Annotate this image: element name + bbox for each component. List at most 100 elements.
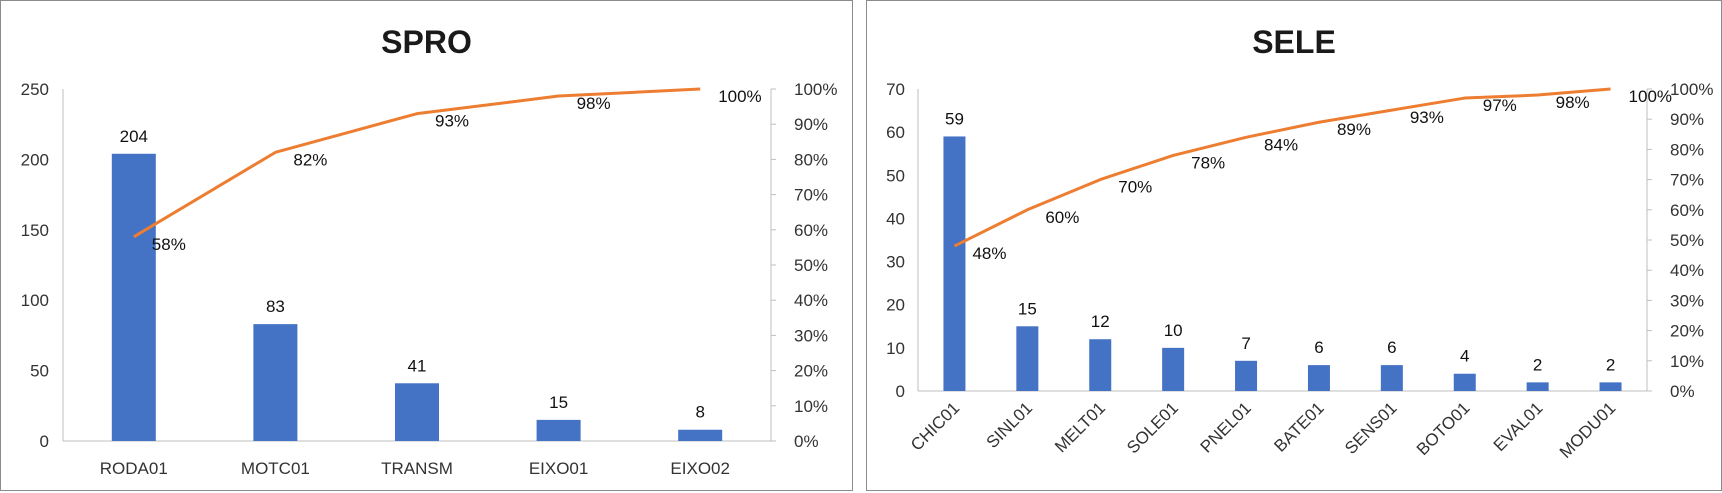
y-tick-label: 10 bbox=[886, 339, 905, 358]
bar-value-label: 59 bbox=[945, 109, 964, 128]
cumulative-percent-label: 82% bbox=[293, 150, 327, 169]
cumulative-percent-label: 98% bbox=[1556, 93, 1590, 112]
y2-tick-label: 100% bbox=[1670, 80, 1713, 99]
bar bbox=[1089, 339, 1112, 391]
y-tick-label: 0 bbox=[896, 382, 905, 401]
bar bbox=[1162, 347, 1185, 391]
bar bbox=[111, 153, 156, 441]
y2-tick-label: 70% bbox=[794, 186, 828, 205]
bar-value-label: 8 bbox=[695, 403, 704, 422]
y2-tick-label: 80% bbox=[794, 150, 828, 169]
cumulative-percent-label: 48% bbox=[972, 244, 1006, 263]
cumulative-percent-label: 89% bbox=[1337, 120, 1371, 139]
cumulative-percent-label: 78% bbox=[1191, 153, 1225, 172]
x-tick-label: SINL01 bbox=[983, 398, 1037, 452]
y2-tick-label: 70% bbox=[1670, 171, 1704, 190]
y-tick-label: 200 bbox=[21, 150, 49, 169]
y2-tick-label: 50% bbox=[1670, 231, 1704, 250]
cumulative-percent-label: 97% bbox=[1483, 96, 1517, 115]
y-tick-label: 0 bbox=[40, 432, 49, 451]
bar bbox=[1235, 360, 1258, 391]
y2-tick-label: 90% bbox=[1670, 110, 1704, 129]
bar-value-label: 12 bbox=[1091, 312, 1110, 331]
y2-tick-label: 30% bbox=[794, 326, 828, 345]
bar bbox=[678, 429, 723, 441]
bar-value-label: 6 bbox=[1387, 338, 1396, 357]
x-tick-label: BOTO01 bbox=[1413, 398, 1474, 459]
y2-tick-label: 10% bbox=[794, 397, 828, 416]
x-tick-label: SENS01 bbox=[1341, 398, 1401, 458]
cumulative-percent-label: 98% bbox=[577, 94, 611, 113]
y2-tick-label: 40% bbox=[1670, 261, 1704, 280]
y-tick-label: 100 bbox=[21, 291, 49, 310]
cumulative-percent-label: 100% bbox=[1629, 87, 1672, 106]
cumulative-percent-label: 93% bbox=[1410, 108, 1444, 127]
bar bbox=[1453, 373, 1476, 391]
bar bbox=[1526, 382, 1549, 391]
pareto-chart-spro: SPRO 0 50 100 150 200 250 0% 10% 20% 30% 40% 50% 60% 7… bbox=[21, 24, 838, 478]
bar-value-label: 7 bbox=[1241, 334, 1250, 353]
bar bbox=[1307, 365, 1330, 391]
x-tick-label: MOTC01 bbox=[241, 459, 310, 478]
x-tick-label: CHIC01 bbox=[907, 398, 963, 454]
bar-value-label: 41 bbox=[408, 356, 427, 375]
cumulative-percent-label: 100% bbox=[718, 87, 761, 106]
bar bbox=[1380, 365, 1403, 391]
y2-tick-label: 40% bbox=[794, 291, 828, 310]
cumulative-percent-label: 58% bbox=[152, 235, 186, 254]
chart-panel-spro: SPRO 0 50 100 150 200 250 0% 10% 20% 30% 40% 50% 60% 7… bbox=[0, 0, 853, 491]
bar-value-label: 15 bbox=[549, 393, 568, 412]
x-tick-label: EVAL01 bbox=[1490, 398, 1547, 455]
y2-tick-label: 100% bbox=[794, 80, 837, 99]
y-tick-label: 60 bbox=[886, 123, 905, 142]
y2-tick-label: 60% bbox=[794, 221, 828, 240]
y-tick-label: 250 bbox=[21, 80, 49, 99]
y-tick-label: 150 bbox=[21, 221, 49, 240]
bar bbox=[1016, 326, 1039, 391]
cumulative-percent-line bbox=[133, 87, 701, 239]
bar-value-label: 83 bbox=[266, 297, 285, 316]
y2-tick-label: 80% bbox=[1670, 140, 1704, 159]
bar-value-label: 6 bbox=[1314, 338, 1323, 357]
y-tick-label: 40 bbox=[886, 209, 905, 228]
x-tick-label: MELT01 bbox=[1051, 398, 1109, 456]
x-tick-label: PNEL01 bbox=[1197, 398, 1255, 456]
bar-value-label: 2 bbox=[1533, 355, 1542, 374]
y2-tick-label: 50% bbox=[794, 256, 828, 275]
bar-value-label: 204 bbox=[120, 127, 148, 146]
bar-value-label: 15 bbox=[1018, 299, 1037, 318]
y2-tick-label: 20% bbox=[1670, 322, 1704, 341]
y2-tick-label: 30% bbox=[1670, 291, 1704, 310]
bar bbox=[943, 136, 966, 391]
bar bbox=[395, 383, 439, 441]
x-tick-label: EIXO01 bbox=[529, 459, 589, 478]
y2-tick-label: 0% bbox=[794, 432, 819, 451]
y2-tick-label: 20% bbox=[794, 362, 828, 381]
x-tick-label: BATE01 bbox=[1270, 398, 1327, 455]
bar-value-label: 2 bbox=[1606, 355, 1615, 374]
cumulative-percent-label: 84% bbox=[1264, 135, 1298, 154]
pareto-chart-sele: SELE 0 10 20 30 40 50 60 70 0% 10% 20% 30% 40% 50% 60% 7… bbox=[886, 24, 1713, 462]
x-tick-label: MODU01 bbox=[1556, 398, 1620, 462]
bar-value-label: 4 bbox=[1460, 347, 1469, 366]
y2-tick-label: 0% bbox=[1670, 382, 1695, 401]
cumulative-percent-label: 60% bbox=[1045, 208, 1079, 227]
y-tick-label: 30 bbox=[886, 253, 905, 272]
y-tick-label: 50 bbox=[886, 166, 905, 185]
bar bbox=[253, 324, 298, 441]
bar-value-label: 10 bbox=[1164, 321, 1183, 340]
x-tick-label: SOLE01 bbox=[1123, 398, 1182, 457]
x-tick-label: RODA01 bbox=[100, 459, 168, 478]
y2-tick-label: 90% bbox=[794, 115, 828, 134]
y2-tick-label: 10% bbox=[1670, 352, 1704, 371]
y2-tick-label: 60% bbox=[1670, 201, 1704, 220]
cumulative-percent-label: 70% bbox=[1118, 178, 1152, 197]
cumulative-percent-label: 93% bbox=[435, 112, 469, 131]
bar bbox=[1599, 382, 1622, 391]
chart-panel-sele: SELE 0 10 20 30 40 50 60 70 0% 10% 20% 30% 40% 50% 60% 7… bbox=[866, 0, 1722, 491]
y-tick-label: 70 bbox=[886, 80, 905, 99]
x-tick-label: TRANSM bbox=[381, 459, 453, 478]
cumulative-percent-line bbox=[953, 87, 1611, 248]
x-tick-label: EIXO02 bbox=[670, 459, 730, 478]
y-tick-label: 20 bbox=[886, 296, 905, 315]
